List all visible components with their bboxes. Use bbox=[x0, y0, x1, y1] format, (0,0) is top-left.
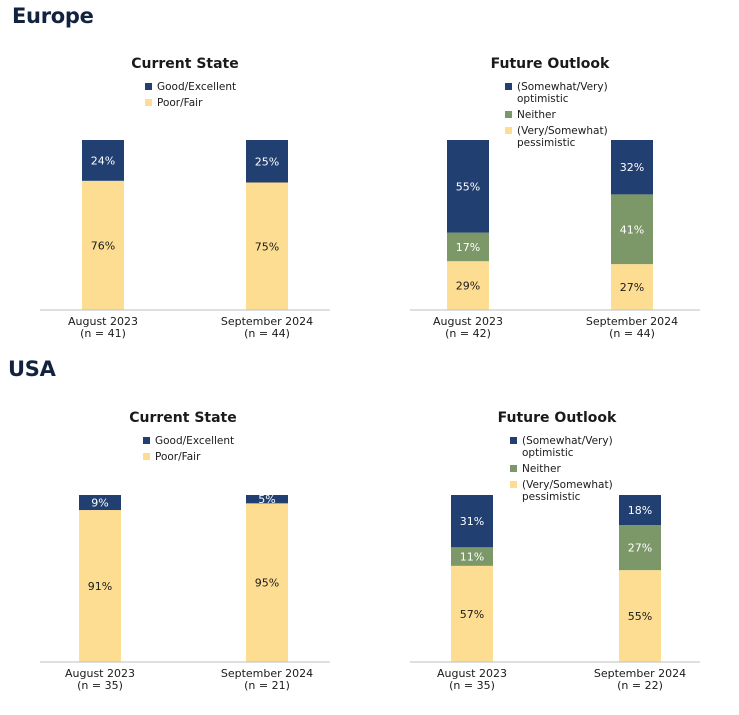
bar-segment bbox=[79, 510, 121, 662]
legend-swatch bbox=[143, 453, 150, 460]
data-label: 27% bbox=[628, 542, 652, 555]
x-tick-label: August 2023 bbox=[433, 315, 503, 328]
legend-label: optimistic bbox=[522, 447, 574, 459]
data-label: 27% bbox=[620, 281, 644, 294]
legend-label: Good/Excellent bbox=[155, 435, 234, 447]
x-tick-label: August 2023 bbox=[437, 667, 507, 680]
x-tick-label: August 2023 bbox=[65, 667, 135, 680]
chart-europe-future-outlook: Future Outlook (Somewhat/Very) optimistic N… bbox=[370, 0, 739, 360]
legend-label: (Somewhat/Very) bbox=[517, 81, 608, 93]
bar-segment bbox=[619, 570, 661, 662]
legend-swatch bbox=[505, 127, 512, 134]
data-label: 29% bbox=[456, 280, 480, 293]
data-label: 32% bbox=[620, 161, 644, 174]
chart-svg: Future Outlook (Somewhat/Very)optimistic N… bbox=[410, 56, 700, 340]
chart-usa-current-state: Current State Good/Excellent Poor/Fair 91% 9… bbox=[0, 360, 370, 715]
bar-segment bbox=[619, 525, 661, 571]
bar-segment bbox=[82, 180, 124, 310]
chart-title: Current State bbox=[131, 56, 239, 72]
bar-segment bbox=[246, 503, 288, 662]
x-tick-sample-size: (n = 21) bbox=[244, 679, 290, 692]
x-tick-sample-size: (n = 35) bbox=[449, 679, 495, 692]
bar-segment bbox=[611, 140, 653, 195]
legend-swatch bbox=[510, 465, 517, 472]
legend-swatch bbox=[505, 83, 512, 90]
legend-label: Poor/Fair bbox=[155, 451, 201, 463]
bar-segment bbox=[79, 495, 121, 511]
legend-label: optimistic bbox=[517, 93, 569, 105]
legend-swatch bbox=[143, 437, 150, 444]
legend-swatch bbox=[510, 437, 517, 444]
data-label: 76% bbox=[91, 239, 115, 252]
x-tick-label: August 2023 bbox=[68, 315, 138, 328]
x-tick-label: September 2024 bbox=[586, 315, 678, 328]
chart-europe-current-state: Current State Good/Excellent Poor/Fair 76% 2… bbox=[0, 0, 370, 360]
bar-segment bbox=[246, 182, 288, 310]
data-label: 11% bbox=[460, 551, 484, 564]
legend-label: (Somewhat/Very) bbox=[522, 435, 613, 447]
legend-swatch bbox=[505, 111, 512, 118]
legend-label: Poor/Fair bbox=[157, 97, 203, 109]
bar-segment bbox=[619, 495, 661, 526]
legend-label: Neither bbox=[517, 109, 556, 121]
legend-swatch bbox=[145, 83, 152, 90]
legend-label: pessimistic bbox=[522, 491, 581, 503]
data-label: 55% bbox=[628, 610, 652, 623]
legend-label: pessimistic bbox=[517, 137, 576, 149]
chart-svg: Current State Good/Excellent Poor/Fair 91% 9… bbox=[40, 410, 330, 692]
chart-title: Future Outlook bbox=[491, 56, 610, 72]
region-title-europe: Europe bbox=[12, 4, 94, 28]
x-tick-sample-size: (n = 22) bbox=[617, 679, 663, 692]
bar-segment bbox=[451, 547, 493, 566]
x-tick-label: September 2024 bbox=[594, 667, 686, 680]
data-label: 24% bbox=[91, 154, 115, 167]
bar-segment bbox=[82, 140, 124, 181]
legend-label: Neither bbox=[522, 463, 561, 475]
data-label: 9% bbox=[91, 497, 108, 510]
data-label: 75% bbox=[255, 240, 279, 253]
x-tick-sample-size: (n = 42) bbox=[445, 327, 491, 340]
chart-title: Current State bbox=[129, 410, 237, 426]
legend-label: (Very/Somewhat) bbox=[522, 479, 613, 491]
data-label: 91% bbox=[88, 580, 112, 593]
bar-segment bbox=[447, 261, 489, 310]
legend-label: Good/Excellent bbox=[157, 81, 236, 93]
data-label: 41% bbox=[620, 223, 644, 236]
data-label: 55% bbox=[456, 180, 480, 193]
data-label: 57% bbox=[460, 608, 484, 621]
chart-svg: Current State Good/Excellent Poor/Fair 76% 2… bbox=[40, 56, 330, 340]
data-label: 25% bbox=[255, 155, 279, 168]
x-tick-sample-size: (n = 44) bbox=[609, 327, 655, 340]
bar-segment bbox=[447, 140, 489, 233]
x-tick-sample-size: (n = 44) bbox=[244, 327, 290, 340]
data-label: 17% bbox=[456, 241, 480, 254]
x-tick-label: September 2024 bbox=[221, 667, 313, 680]
legend-swatch bbox=[145, 99, 152, 106]
bar-segment bbox=[451, 565, 493, 662]
x-tick-sample-size: (n = 35) bbox=[77, 679, 123, 692]
data-label: 95% bbox=[255, 577, 279, 590]
data-label: 31% bbox=[460, 515, 484, 528]
legend-swatch bbox=[510, 481, 517, 488]
data-label: 5% bbox=[258, 493, 275, 506]
chart-svg: Future Outlook (Somewhat/Very)optimistic N… bbox=[410, 410, 700, 692]
chart-usa-future-outlook: Future Outlook (Somewhat/Very) optimistic N… bbox=[370, 360, 739, 715]
legend-label: (Very/Somewhat) bbox=[517, 125, 608, 137]
chart-title: Future Outlook bbox=[498, 410, 617, 426]
region-title-usa: USA bbox=[8, 357, 56, 381]
bar-segment bbox=[611, 194, 653, 265]
bar-segment bbox=[246, 140, 288, 183]
x-tick-sample-size: (n = 41) bbox=[80, 327, 126, 340]
x-tick-label: September 2024 bbox=[221, 315, 313, 328]
bar-segment bbox=[447, 232, 489, 262]
data-label: 18% bbox=[628, 504, 652, 517]
bar-segment bbox=[451, 495, 493, 548]
bar-segment bbox=[246, 495, 288, 504]
bar-segment bbox=[611, 264, 653, 310]
